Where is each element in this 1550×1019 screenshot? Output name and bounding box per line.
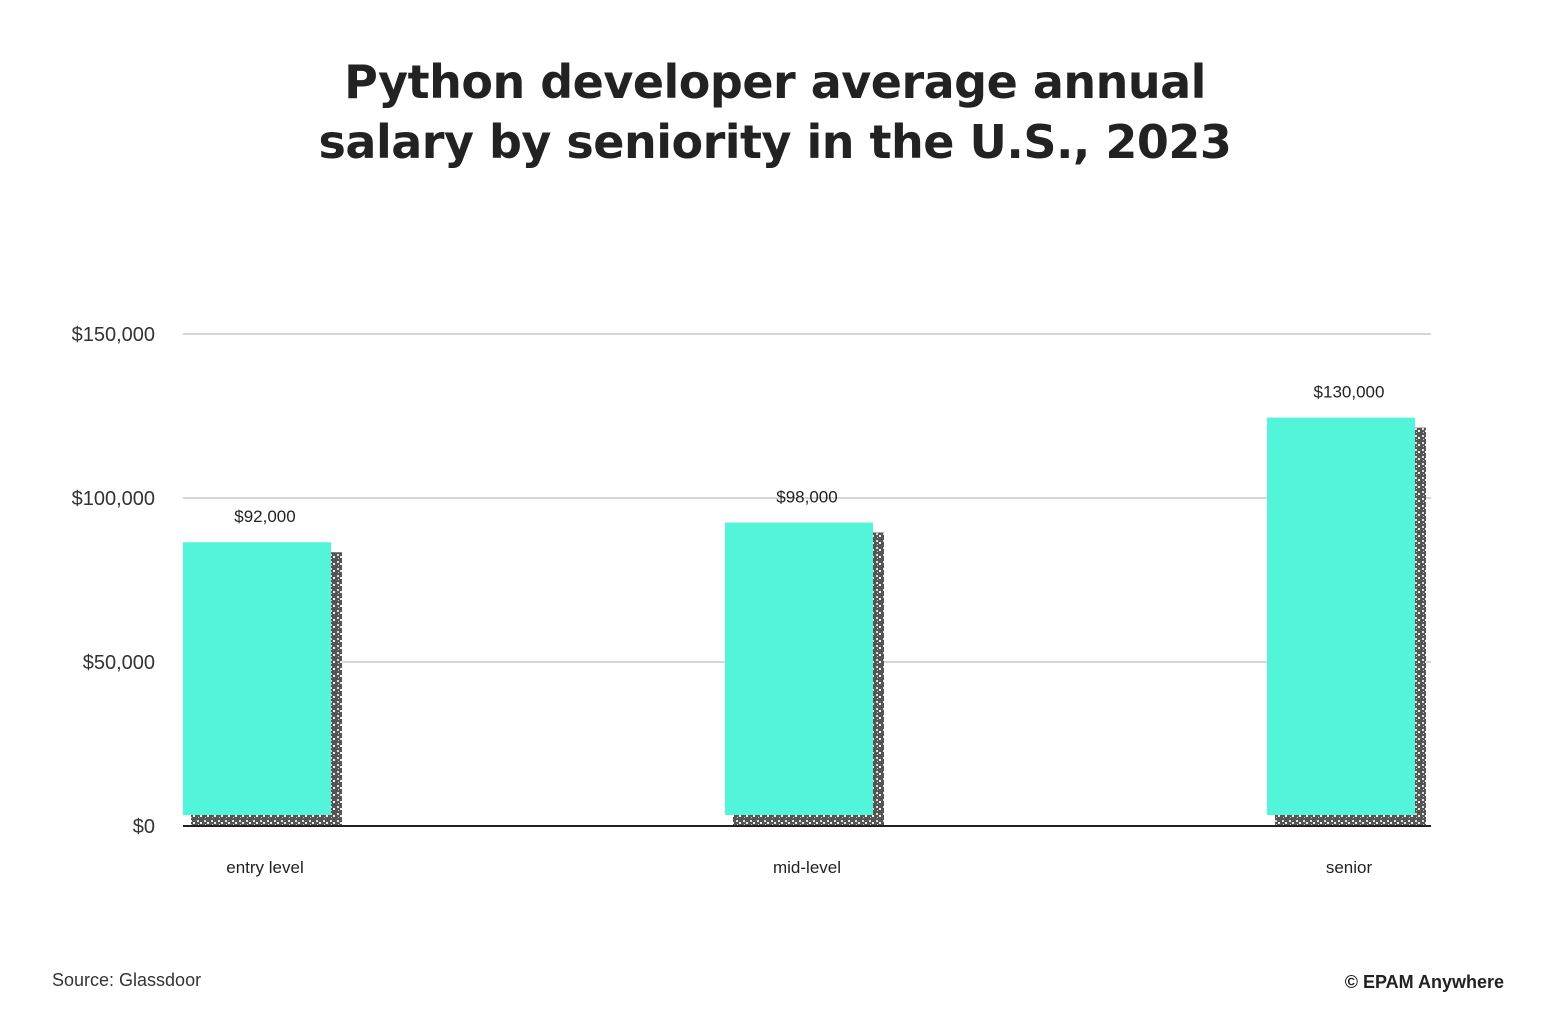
bars: $92,000 $98,000 $130,000 xyxy=(183,383,1426,826)
data-label: $98,000 xyxy=(776,488,837,507)
y-tick-label: $0 xyxy=(133,816,155,838)
chart-title-line-2: salary by seniority in the U.S., 2023 xyxy=(318,115,1232,169)
chart-title: Python developer average annual salary b… xyxy=(0,52,1550,172)
x-tick-label: mid-level xyxy=(773,858,841,877)
y-tick-label: $150,000 xyxy=(72,324,155,346)
bar xyxy=(725,522,873,815)
data-label: $92,000 xyxy=(234,507,295,526)
bar xyxy=(1267,417,1415,815)
y-tick-label: $50,000 xyxy=(83,652,155,674)
x-tick-label: senior xyxy=(1326,858,1373,877)
x-tick-label: entry level xyxy=(226,858,303,877)
chart-title-line-1: Python developer average annual xyxy=(344,55,1206,109)
y-axis-ticks: $0 $50,000 $100,000 $150,000 xyxy=(72,324,155,838)
source-note: Source: Glassdoor xyxy=(52,970,202,990)
x-axis-ticks: entry level mid-level senior xyxy=(226,858,1372,877)
brand-credit: © EPAM Anywhere xyxy=(1344,972,1504,992)
y-tick-label: $100,000 xyxy=(72,488,155,510)
bar xyxy=(183,542,331,815)
data-label: $130,000 xyxy=(1314,383,1385,402)
